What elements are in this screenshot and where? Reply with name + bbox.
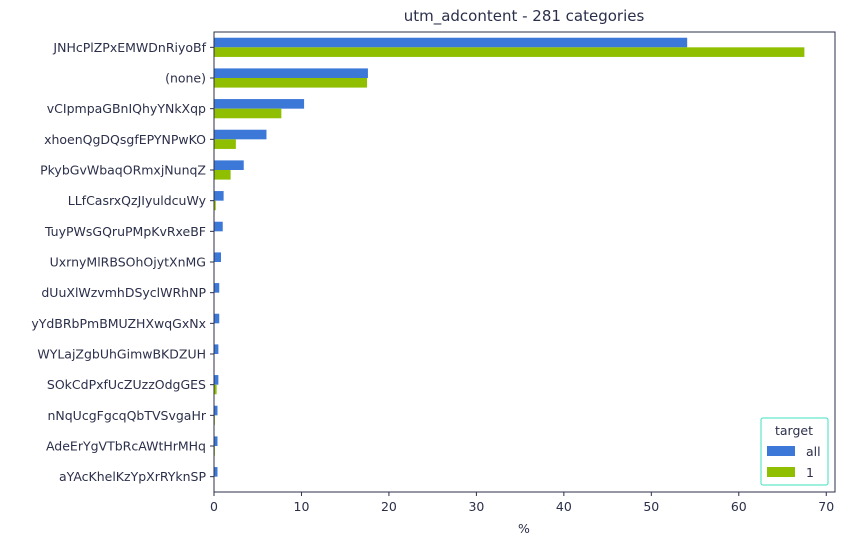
y-tick-label-4: PkybGvWbaqORmxjNunqZ xyxy=(40,163,206,178)
legend: target all 1 xyxy=(760,417,829,486)
y-tick-label-12: nNqUcgFgcqQbTVSvgaHr xyxy=(47,408,206,423)
legend-swatch-all xyxy=(767,446,795,456)
bar-all-12 xyxy=(214,405,218,416)
bar-all-11 xyxy=(214,375,219,385)
legend-label-all: all xyxy=(806,444,821,459)
legend-label-1: 1 xyxy=(806,465,814,480)
x-tick-label-4: 40 xyxy=(556,499,572,514)
bar-all-5 xyxy=(214,191,224,201)
bar-all-13 xyxy=(214,436,218,446)
y-tick-label-1: (none) xyxy=(165,71,206,86)
y-tick-label-6: TuyPWsGQruPMpKvRxeBF xyxy=(44,224,206,239)
y-tick-label-7: UxrnyMlRBSOhOjytXnMG xyxy=(50,255,206,270)
bar-all-3 xyxy=(214,129,267,140)
bar-all-8 xyxy=(214,283,220,293)
bar-1-0 xyxy=(214,47,805,57)
bar-all-4 xyxy=(214,160,244,170)
bar-1-11 xyxy=(214,384,217,395)
chart-title: utm_adcontent - 281 categories xyxy=(404,7,645,26)
bar-1-5 xyxy=(214,200,216,211)
bar-1-3 xyxy=(214,139,236,149)
y-tick-label-8: dUuXlWzvmhDSyclWRhNP xyxy=(41,285,206,300)
y-tick-label-2: vCIpmpaGBnIQhyYNkXqp xyxy=(47,101,206,116)
x-tick-label-3: 30 xyxy=(468,499,484,514)
x-tick-label-1: 10 xyxy=(294,499,310,514)
x-tick-label-0: 0 xyxy=(210,499,218,514)
bar-1-2 xyxy=(214,108,282,119)
y-tick-label-11: SOkCdPxfUcZUzzOdgGES xyxy=(47,377,206,392)
y-tick-label-3: xhoenQgDQsgfEPYNPwKO xyxy=(44,132,206,147)
bar-1-1 xyxy=(214,78,368,88)
x-tick-label-6: 60 xyxy=(731,499,747,514)
bar-all-14 xyxy=(214,467,218,477)
y-tick-label-9: yYdBRbPmBMUZHXwqGxNx xyxy=(31,316,206,331)
x-axis-label: % xyxy=(518,521,530,536)
legend-title: target xyxy=(775,423,813,438)
bar-all-6 xyxy=(214,221,223,232)
plot-frame xyxy=(213,31,836,493)
x-tick-label-7: 70 xyxy=(818,499,834,514)
bar-all-0 xyxy=(214,37,688,48)
y-tick-label-0: JNHcPlZPxEMWDnRiyoBf xyxy=(52,40,206,55)
y-tick-label-5: LLfCasrxQzJIyuldcuWy xyxy=(68,193,207,208)
bar-1-4 xyxy=(214,170,231,180)
ticks-layer: JNHcPlZPxEMWDnRiyoBf (none) vCIpmpaGBnIQhy… xyxy=(31,40,834,514)
y-tick-label-13: AdeErYgVTbRcAWtHrMHq xyxy=(46,439,206,454)
bar-all-2 xyxy=(214,99,305,109)
x-tick-label-5: 50 xyxy=(643,499,659,514)
bar-all-7 xyxy=(214,252,221,262)
bars-layer xyxy=(214,37,805,477)
bar-all-1 xyxy=(214,68,368,78)
bar-all-10 xyxy=(214,344,219,354)
x-tick-label-2: 20 xyxy=(381,499,397,514)
bar-all-9 xyxy=(214,313,220,324)
y-tick-label-14: aYAcKhelKzYpXrRYknSP xyxy=(59,469,206,484)
legend-swatch-1 xyxy=(767,467,795,477)
y-tick-label-10: WYLajZgbUhGimwBKDZUH xyxy=(37,347,206,362)
